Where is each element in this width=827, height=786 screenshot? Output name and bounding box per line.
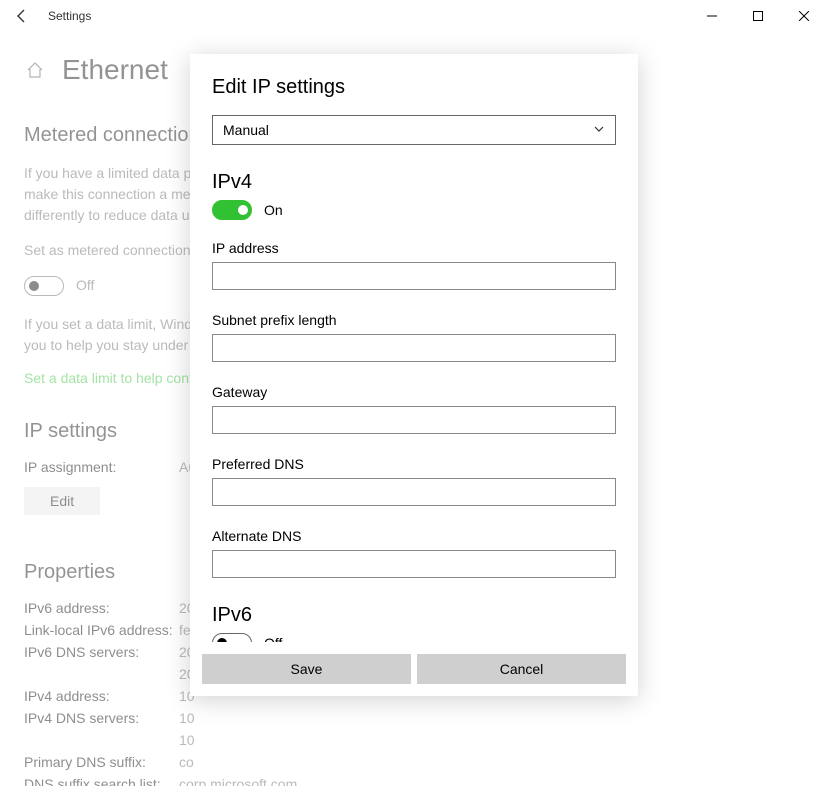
- alternate-dns-input[interactable]: [212, 550, 616, 578]
- chevron-down-icon: [593, 122, 605, 138]
- ipv4-fields: IP address Subnet prefix length Gateway Pre…: [212, 240, 616, 600]
- edit-ip-modal: Edit IP settings Manual IPv4 On IP addre…: [190, 54, 638, 696]
- field-label: Alternate DNS: [212, 528, 616, 544]
- field-label: IP address: [212, 240, 616, 256]
- window-title: Settings: [48, 9, 91, 23]
- ipv4-toggle[interactable]: [212, 200, 252, 220]
- modal-footer: Save Cancel: [190, 642, 638, 696]
- ipv4-toggle-row: On: [212, 200, 616, 220]
- ipv4-heading: IPv4: [212, 171, 616, 194]
- preferred-dns-input[interactable]: [212, 478, 616, 506]
- save-button[interactable]: Save: [202, 654, 411, 684]
- modal-content: Edit IP settings Manual IPv4 On IP addre…: [212, 76, 616, 674]
- subnet-prefix-length-input[interactable]: [212, 334, 616, 362]
- modal-title: Edit IP settings: [212, 76, 616, 99]
- maximize-button[interactable]: [735, 0, 781, 32]
- ip-mode-value: Manual: [223, 122, 269, 138]
- gateway-input[interactable]: [212, 406, 616, 434]
- ip-address-input[interactable]: [212, 262, 616, 290]
- ipv4-toggle-state: On: [264, 202, 283, 218]
- field-label: Gateway: [212, 384, 616, 400]
- field-label: Subnet prefix length: [212, 312, 616, 328]
- cancel-button[interactable]: Cancel: [417, 654, 626, 684]
- titlebar: Settings: [0, 0, 827, 32]
- ipv6-heading: IPv6: [212, 604, 616, 627]
- close-button[interactable]: [781, 0, 827, 32]
- ip-mode-select[interactable]: Manual: [212, 115, 616, 145]
- back-button[interactable]: [10, 4, 34, 28]
- field-label: Preferred DNS: [212, 456, 616, 472]
- minimize-button[interactable]: [689, 0, 735, 32]
- window-controls: [689, 0, 827, 32]
